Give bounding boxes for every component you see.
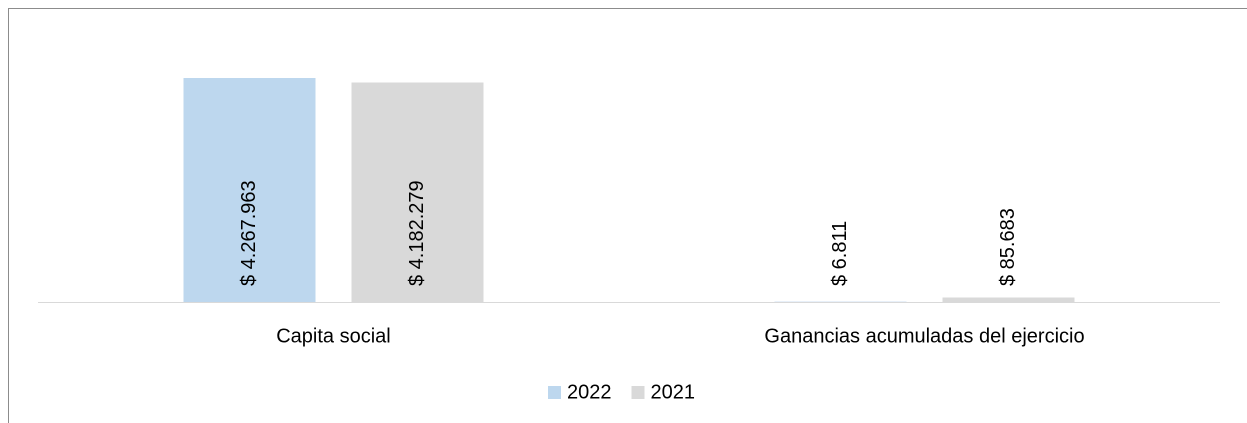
- x-tick-label: Ganancias acumuladas del ejercicio: [764, 325, 1084, 347]
- data-label: $ 85.683: [997, 208, 1019, 286]
- legend-label: 2022: [567, 381, 612, 403]
- legend-swatch: [548, 386, 561, 399]
- bar: [942, 297, 1075, 302]
- legend-label: 2021: [651, 381, 696, 403]
- bar: [351, 82, 484, 302]
- bar: [183, 78, 316, 302]
- data-label: $ 4.182.279: [406, 180, 428, 286]
- data-label: $ 6.811: [829, 221, 851, 286]
- data-label: $ 4.267.963: [238, 180, 260, 286]
- x-tick-label: Capita social: [276, 325, 391, 347]
- legend-swatch: [631, 386, 645, 399]
